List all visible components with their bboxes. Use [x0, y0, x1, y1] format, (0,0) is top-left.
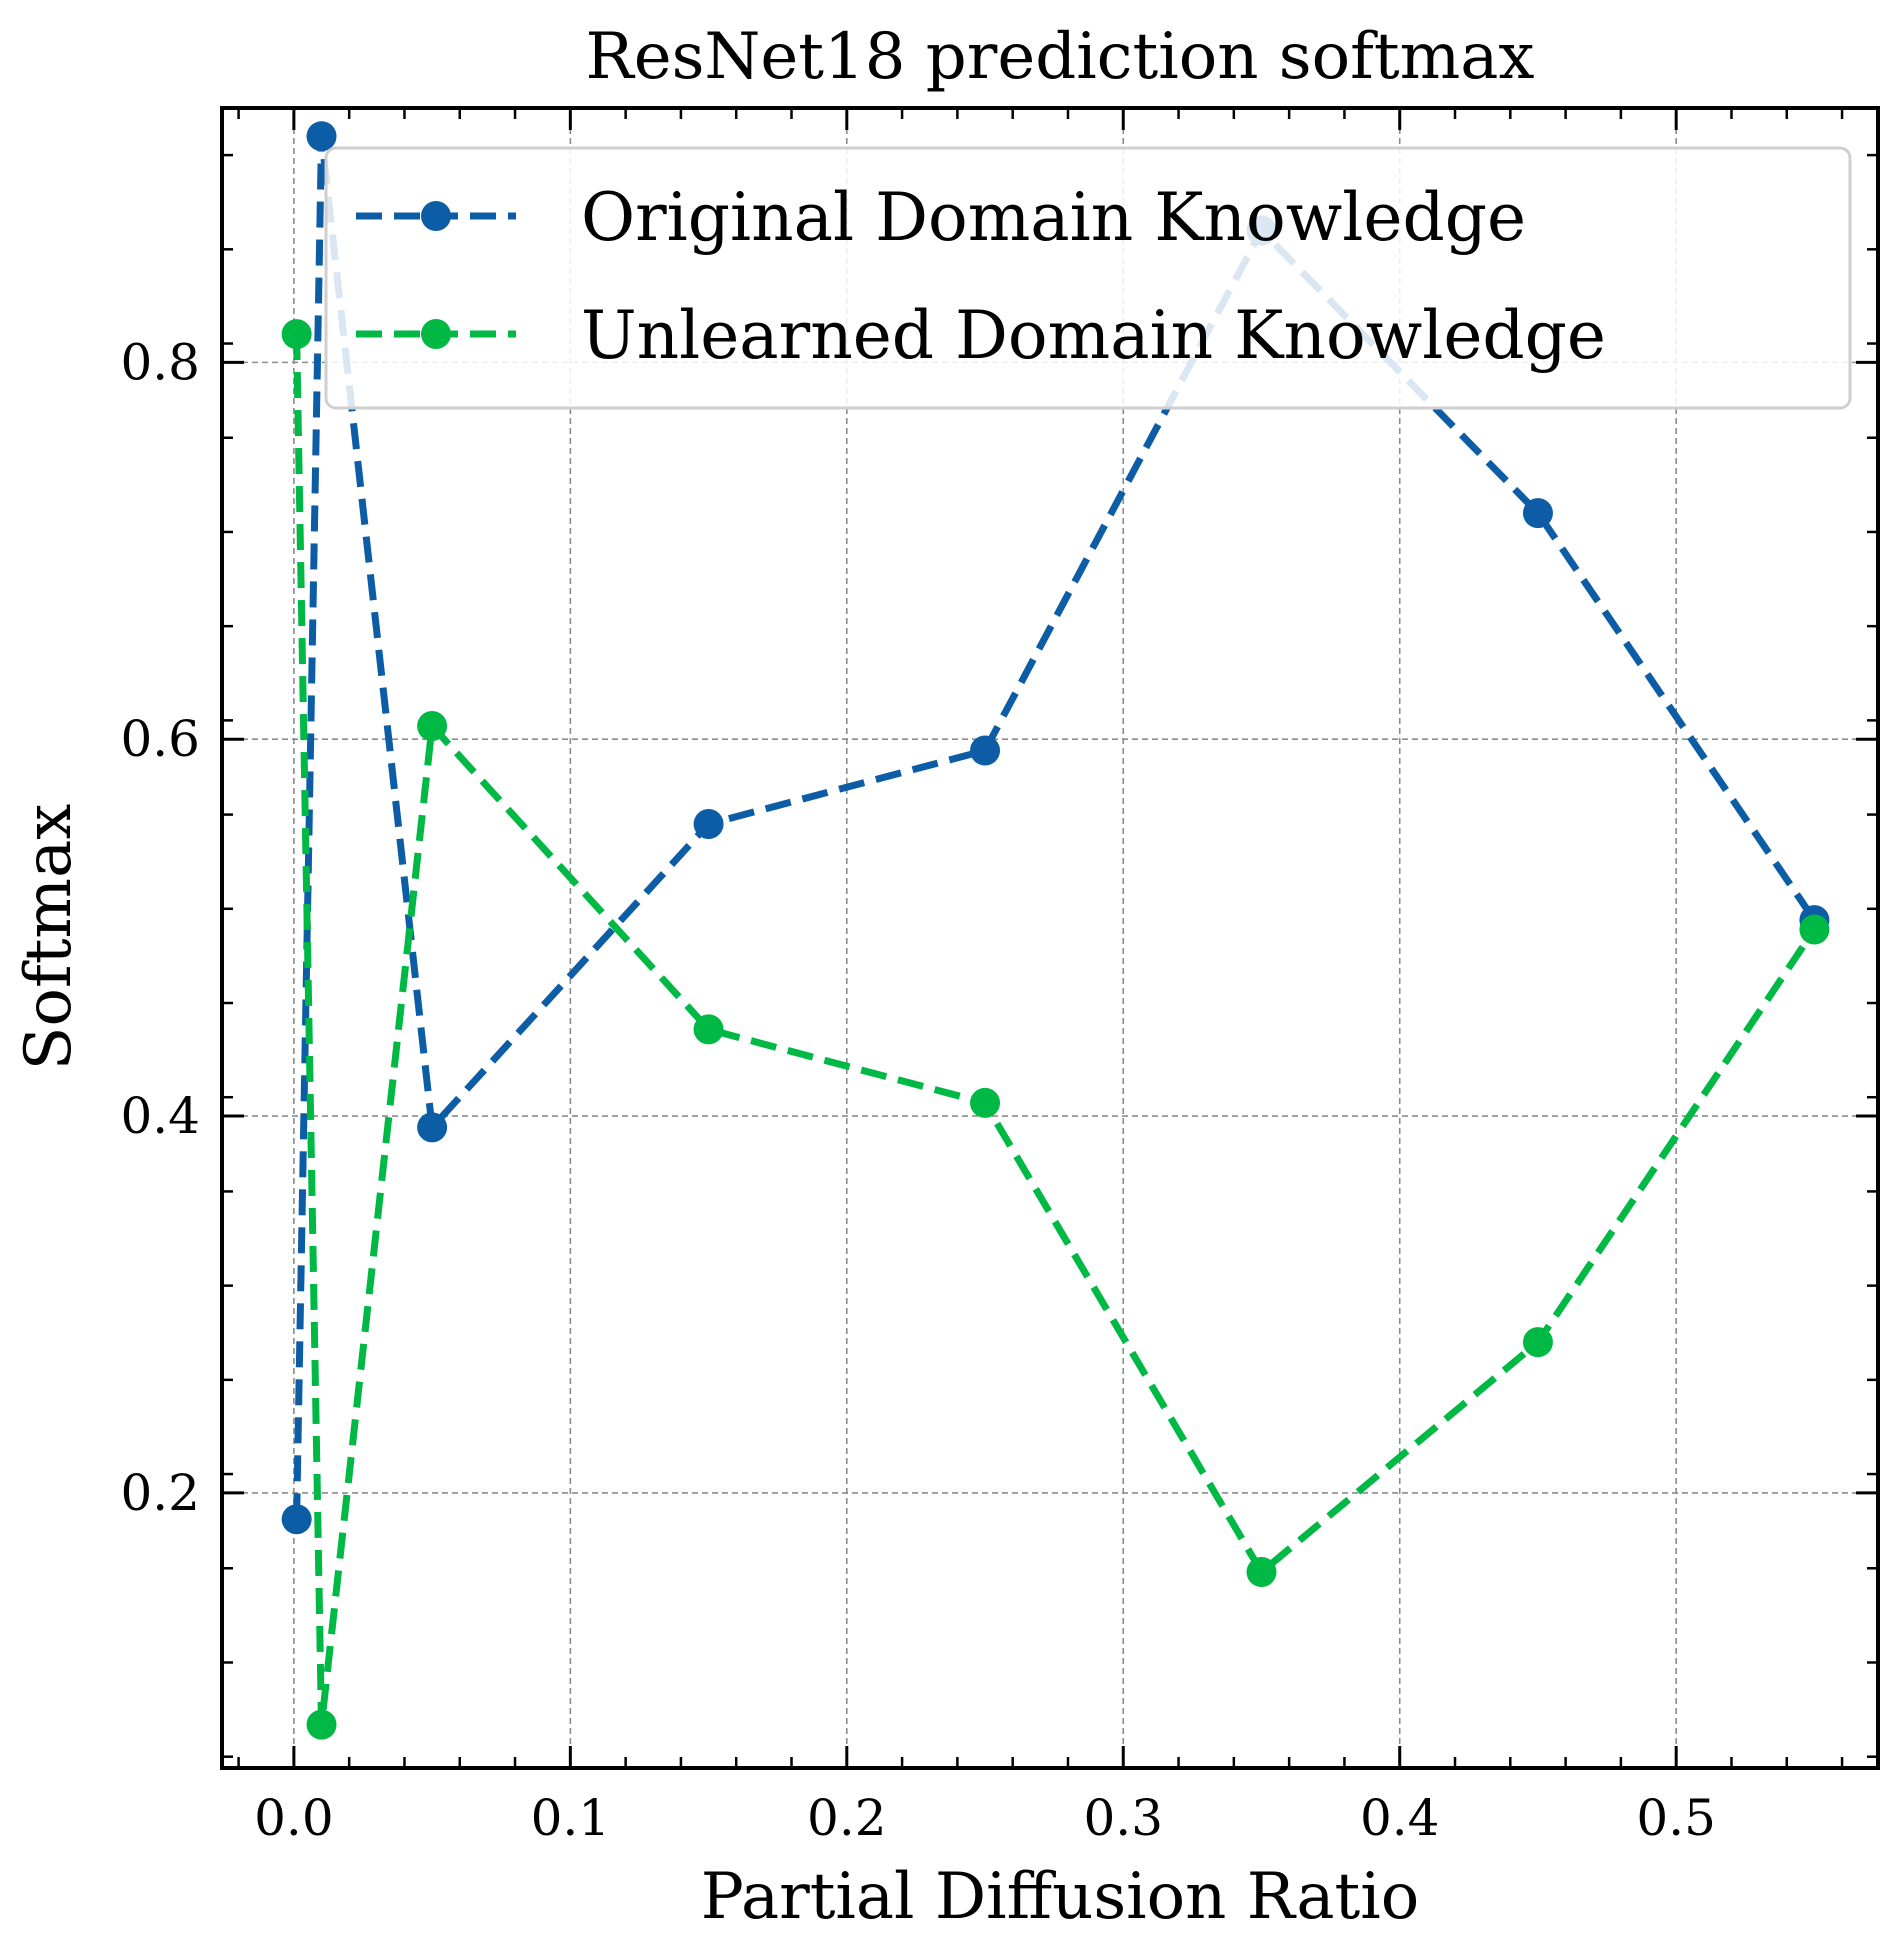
- data-point: [693, 1014, 724, 1045]
- legend-swatch-marker: [421, 319, 451, 349]
- y-axis-label: Softmax: [12, 804, 86, 1071]
- y-tick-label: 0.6: [120, 710, 200, 768]
- chart-title: ResNet18 prediction softmax: [586, 20, 1535, 94]
- x-tick-label: 0.5: [1636, 1789, 1716, 1847]
- data-point: [1246, 1557, 1277, 1588]
- legend: Original Domain Knowledge Unlearned Domai…: [324, 146, 1852, 410]
- series-layer: [281, 121, 1830, 1740]
- legend-box: [324, 146, 1852, 410]
- data-point: [306, 1709, 337, 1740]
- axes-frame: [220, 106, 1880, 1770]
- y-tick-label: 0.2: [120, 1464, 200, 1522]
- series-line-1: [293, 132, 1818, 1520]
- data-point: [417, 711, 448, 742]
- data-point: [1522, 1327, 1553, 1358]
- legend-label: Unlearned Domain Knowledge: [581, 297, 1606, 374]
- series-line-2: [293, 334, 1818, 1729]
- data-point: [281, 1504, 312, 1535]
- y-tick-label: 0.8: [120, 333, 200, 391]
- data-point: [417, 1112, 448, 1143]
- ticks: 0.0 0.1 0.2 0.3 0.4 0.5 0.2 0.4 0.6 0.8: [120, 108, 1878, 1847]
- data-point: [1522, 498, 1553, 529]
- x-tick-label: 0.0: [254, 1789, 334, 1847]
- plot-area-frame: [220, 106, 1880, 1770]
- x-tick-label: 0.1: [531, 1789, 611, 1847]
- data-point: [306, 121, 337, 152]
- data-point: [970, 1087, 1001, 1118]
- data-point: [693, 809, 724, 840]
- legend-label: Original Domain Knowledge: [581, 179, 1526, 256]
- x-axis-label: Partial Diffusion Ratio: [701, 1860, 1420, 1934]
- x-tick-label: 0.3: [1083, 1789, 1163, 1847]
- y-tick-label: 0.4: [120, 1087, 200, 1145]
- legend-swatch-marker: [421, 201, 451, 231]
- x-tick-label: 0.2: [807, 1789, 887, 1847]
- data-point: [1799, 914, 1830, 945]
- data-point: [970, 735, 1001, 766]
- x-tick-label: 0.4: [1360, 1789, 1440, 1847]
- data-point: [281, 319, 312, 350]
